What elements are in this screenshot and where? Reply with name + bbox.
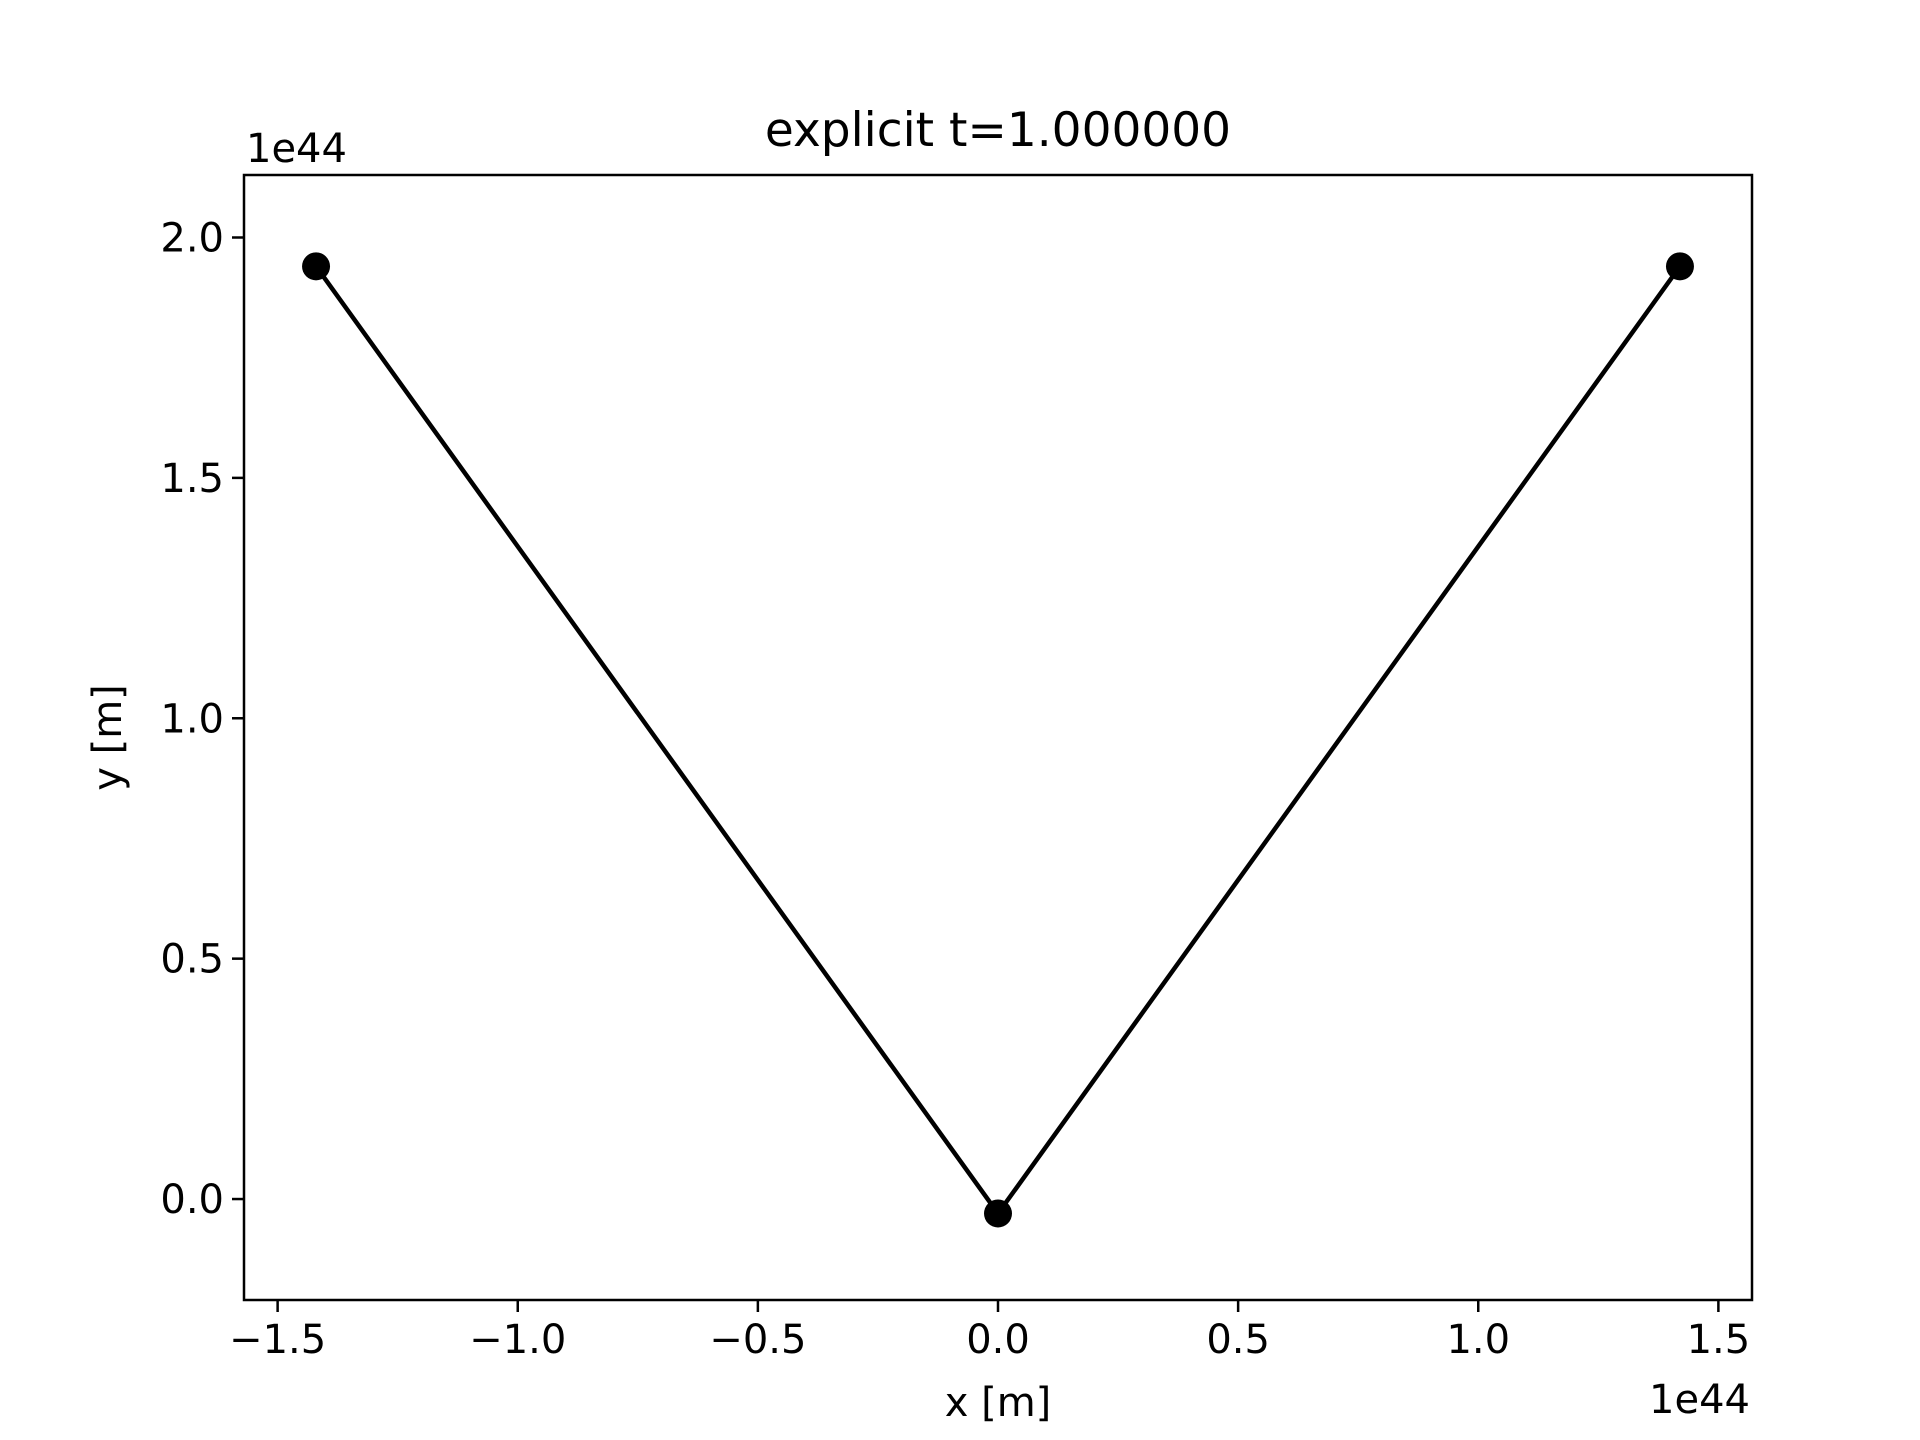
data-point — [1665, 252, 1694, 281]
x-tick-label: −1.5 — [229, 1317, 326, 1363]
x-tick-label: −0.5 — [709, 1317, 806, 1363]
x-tick-label: 0.0 — [966, 1317, 1030, 1363]
ticks-layer: −1.5 −1.0 −0.5 0.0 0.5 1.0 1.5 0.0 0.5 1.0 1.5 2.0 — [160, 216, 1750, 1364]
x-axis-label: x [m] — [945, 1380, 1052, 1426]
chart-title: explicit t=1.000000 — [765, 103, 1231, 158]
y-tick-label: 1.0 — [160, 696, 224, 742]
data-point — [984, 1199, 1012, 1228]
data-point — [302, 252, 331, 281]
plot-layer — [302, 252, 1694, 1228]
y-tick-label: 0.5 — [160, 937, 224, 983]
y-axis-offset-label: 1e44 — [246, 126, 347, 172]
x-tick-label: 1.0 — [1446, 1317, 1510, 1363]
x-tick-label: −1.0 — [469, 1317, 566, 1363]
y-tick-label: 1.5 — [160, 456, 224, 502]
y-tick-label: 0.0 — [160, 1177, 224, 1223]
y-axis-label: y [m] — [85, 684, 131, 791]
x-tick-label: 1.5 — [1687, 1317, 1751, 1363]
x-axis-offset-label: 1e44 — [1649, 1377, 1750, 1423]
x-tick-label: 0.5 — [1206, 1317, 1270, 1363]
axes-frame — [242, 173, 1754, 1302]
y-tick-label: 2.0 — [160, 216, 224, 262]
